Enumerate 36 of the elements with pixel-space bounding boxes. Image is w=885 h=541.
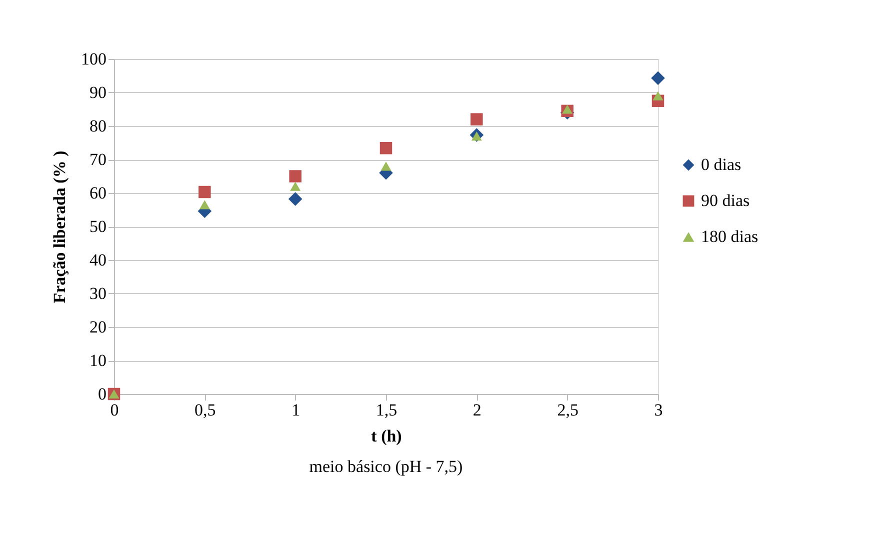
point xyxy=(562,104,573,114)
y-axis-title: Fração liberada (% ) xyxy=(50,150,69,304)
y-tick-label: 40 xyxy=(90,250,106,270)
y-tick-label: 20 xyxy=(90,318,106,336)
point xyxy=(380,162,392,171)
point xyxy=(289,170,302,182)
x-tick-label: 1 xyxy=(292,400,300,420)
x-tick-label: 0,5 xyxy=(194,400,216,420)
x-tick-label: 1,5 xyxy=(376,400,398,420)
y-tick-label: 50 xyxy=(90,217,106,236)
point xyxy=(198,186,211,198)
y-tick-label: 90 xyxy=(90,83,106,102)
point xyxy=(651,71,665,85)
legend-label: 90 dias xyxy=(701,191,750,210)
x-tick-label: 2,5 xyxy=(557,400,578,420)
point xyxy=(652,91,664,100)
x-axis-title: t (h) xyxy=(371,426,402,446)
point xyxy=(470,113,483,126)
legend-label: 0 dias xyxy=(701,155,742,174)
x-tick-label: 2 xyxy=(472,400,482,420)
y-tick-label: 60 xyxy=(90,184,106,202)
legend-label: 180 dias xyxy=(701,227,758,246)
point xyxy=(471,132,482,141)
y-tick-label: 10 xyxy=(90,351,106,370)
y-tick-label: 30 xyxy=(90,284,106,303)
text: meio básico (pH - 7,5) xyxy=(309,457,463,476)
y-tick-label: 100 xyxy=(81,50,106,68)
y-tick-label: 70 xyxy=(90,150,106,169)
x-tick-label: 0 xyxy=(110,400,119,420)
point xyxy=(199,200,210,210)
point xyxy=(290,182,301,191)
x-tick-label: 3 xyxy=(654,400,663,420)
point xyxy=(380,142,392,154)
point xyxy=(288,192,302,206)
y-tick-label: 80 xyxy=(90,116,106,136)
y-tick-label: 0 xyxy=(98,384,106,404)
